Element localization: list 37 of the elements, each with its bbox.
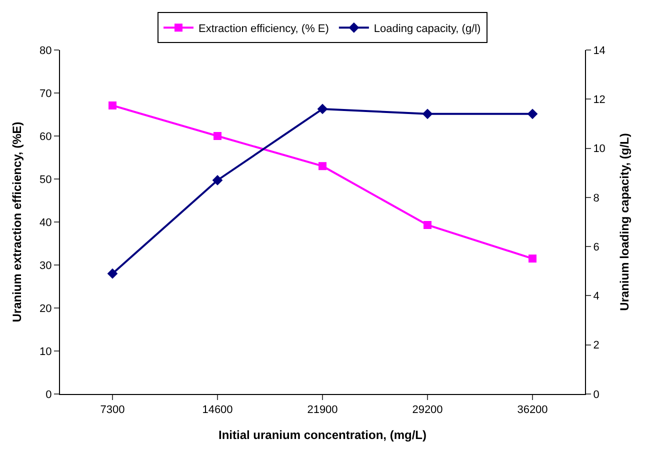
y2-tick-label: 0 [593,388,600,401]
y-tick-label: 80 [40,44,52,57]
point [108,101,116,110]
point [317,104,328,114]
x-tick-label: 29200 [412,404,443,416]
y-axis-title: Uranium extraction efficiency, (%E) [10,122,24,322]
y-tick-label: 40 [40,216,52,229]
y-tick-label: 60 [40,130,52,143]
point [424,221,432,230]
y-tick-label: 70 [40,88,52,100]
y-tick-label: 20 [40,302,52,315]
legend-label: Extraction efficiency, (% E) [198,22,329,35]
x-tick-label: 7300 [100,404,125,416]
y2-tick-label: 6 [593,241,600,254]
y2-tick-label: 12 [593,94,606,106]
y2-tick-label: 2 [593,340,600,352]
y2-tick-label: 10 [593,143,606,156]
point [318,162,326,170]
y-tick-label: 10 [40,346,52,358]
x-tick-label: 14600 [202,404,233,416]
x-axis-title: Initial uranium concentration, (mg/L) [218,428,427,442]
y-tick-label: 0 [46,388,52,401]
point [107,268,118,279]
x-tick-label: 21900 [307,404,338,416]
y-tick-label: 30 [40,260,52,272]
y-tick-label: 50 [40,174,52,186]
point [422,108,433,120]
point [528,254,536,263]
point [212,175,223,186]
y2-tick-label: 4 [593,290,600,303]
point [214,132,222,140]
point [527,108,538,120]
y2-axis-title: Uranium loading capacity, (g/L) [617,133,632,311]
y2-tick-label: 14 [593,44,606,57]
y2-tick-label: 8 [593,192,600,204]
x-tick-label: 36200 [517,404,548,416]
legend-label: Loading capacity, (g/l) [374,22,481,35]
